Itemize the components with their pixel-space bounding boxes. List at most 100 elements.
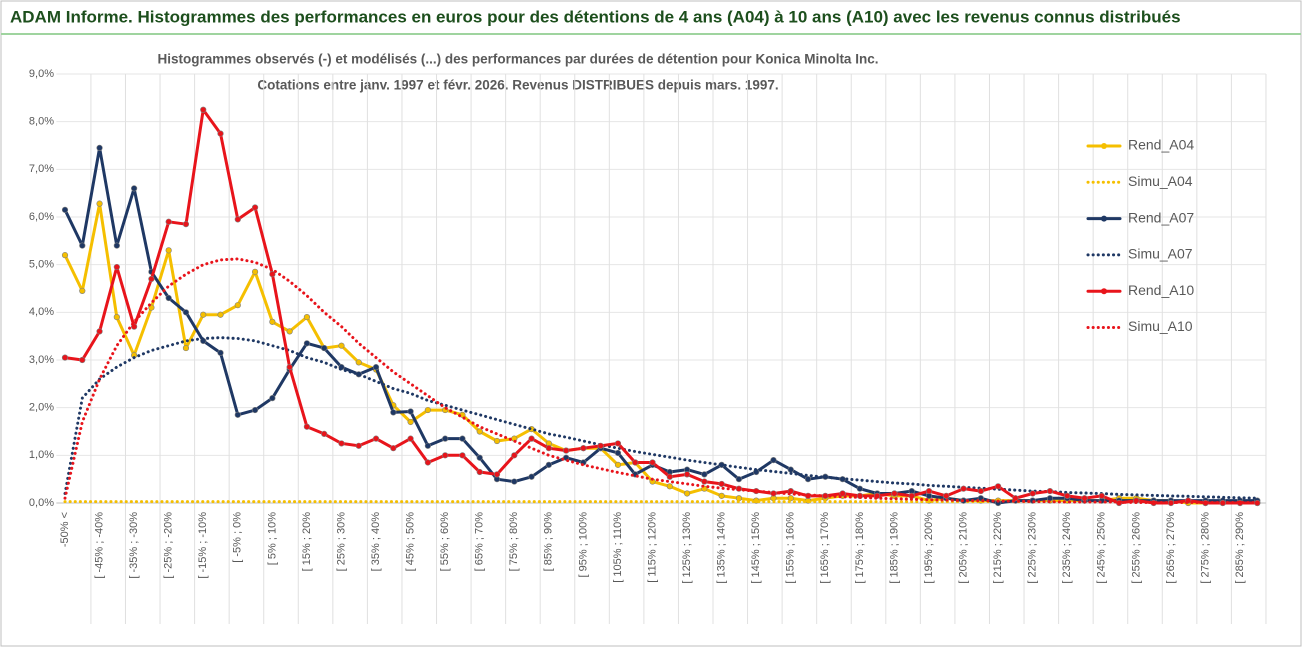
data-point bbox=[683, 490, 691, 497]
data-point bbox=[217, 349, 224, 356]
data-point bbox=[165, 247, 172, 254]
data-point bbox=[234, 302, 241, 309]
x-tick-label: [ 25% ; 30% bbox=[335, 512, 347, 572]
data-point bbox=[459, 435, 466, 442]
data-point bbox=[96, 200, 103, 207]
data-point bbox=[355, 442, 362, 449]
data-point bbox=[614, 440, 622, 447]
y-tick-label: 4,0% bbox=[29, 306, 54, 318]
data-point bbox=[701, 471, 708, 478]
x-tick-label: [ 75% ; 80% bbox=[508, 512, 520, 572]
data-point bbox=[165, 218, 172, 225]
data-point bbox=[321, 344, 328, 352]
data-point bbox=[303, 423, 311, 430]
data-point bbox=[528, 435, 535, 442]
data-point bbox=[1046, 495, 1054, 502]
data-point bbox=[286, 328, 293, 335]
data-point bbox=[355, 359, 362, 366]
data-point bbox=[597, 442, 604, 449]
legend-label: Rend_A07 bbox=[1128, 209, 1194, 225]
data-point bbox=[269, 318, 276, 325]
data-point bbox=[303, 314, 311, 321]
data-point bbox=[493, 471, 501, 478]
data-point bbox=[148, 275, 155, 283]
x-tick-label: [ 65% ; 70% bbox=[474, 512, 486, 572]
chart-title: ADAM Informe. Histogrammes des performan… bbox=[10, 7, 1181, 26]
data-point bbox=[61, 354, 69, 361]
data-point bbox=[787, 466, 794, 473]
x-tick-label: [ 175% ; 180% bbox=[854, 512, 866, 584]
y-tick-label: 2,0% bbox=[29, 402, 54, 414]
legend-label: Simu_A10 bbox=[1128, 318, 1193, 334]
data-point bbox=[614, 461, 622, 468]
legend-label: Simu_A04 bbox=[1128, 173, 1193, 189]
data-point bbox=[735, 495, 743, 502]
data-point bbox=[683, 471, 691, 478]
x-tick-label: [ 145% ; 150% bbox=[750, 512, 762, 584]
data-point bbox=[943, 492, 950, 499]
data-point bbox=[1012, 495, 1019, 502]
data-point bbox=[1098, 492, 1105, 499]
data-point bbox=[787, 495, 794, 502]
data-point bbox=[269, 271, 276, 278]
x-tick-label: [ 235% ; 240% bbox=[1061, 512, 1073, 584]
data-point bbox=[442, 452, 449, 459]
data-point bbox=[493, 437, 501, 445]
x-tick-label: [ 85% ; 90% bbox=[543, 512, 555, 572]
data-point bbox=[338, 440, 345, 447]
x-tick-label: [ 255% ; 260% bbox=[1130, 512, 1142, 584]
data-point bbox=[614, 449, 622, 457]
data-point bbox=[1064, 492, 1071, 499]
data-point bbox=[424, 442, 431, 449]
data-point bbox=[476, 454, 483, 461]
data-point bbox=[804, 476, 812, 483]
data-line bbox=[63, 108, 1259, 505]
y-tick-label: 7,0% bbox=[29, 163, 54, 175]
data-point bbox=[545, 445, 552, 452]
legend-marker bbox=[1101, 143, 1107, 149]
data-point bbox=[1029, 490, 1036, 497]
data-point bbox=[96, 144, 103, 151]
data-point bbox=[251, 204, 259, 211]
y-tick-label: 9,0% bbox=[29, 68, 54, 80]
data-point bbox=[61, 206, 69, 213]
data-point bbox=[891, 490, 898, 497]
data-point bbox=[79, 287, 86, 294]
x-tick-label: [ 15% ; 20% bbox=[301, 512, 313, 572]
data-point bbox=[113, 242, 120, 249]
data-point bbox=[718, 480, 725, 488]
data-point bbox=[79, 356, 86, 364]
legend-label: Simu_A07 bbox=[1128, 246, 1193, 262]
data-point bbox=[528, 473, 535, 480]
data-point bbox=[182, 344, 190, 352]
data-point bbox=[476, 428, 483, 435]
y-tick-label: 8,0% bbox=[29, 116, 54, 128]
data-point bbox=[1254, 499, 1261, 507]
data-point bbox=[251, 406, 259, 414]
x-tick-label: [ 285% ; 290% bbox=[1234, 512, 1246, 584]
data-point bbox=[545, 461, 552, 468]
data-point bbox=[217, 311, 224, 318]
data-point bbox=[476, 468, 483, 476]
y-tick-label: 3,0% bbox=[29, 354, 54, 366]
data-point bbox=[390, 445, 397, 452]
data-point bbox=[165, 294, 172, 302]
y-tick-label: 5,0% bbox=[29, 259, 54, 271]
x-tick-label: [ 215% ; 220% bbox=[992, 512, 1004, 584]
x-tick-label: [ 5% ; 10% bbox=[266, 512, 278, 565]
x-tick-label: [ 165% ; 170% bbox=[819, 512, 831, 584]
data-point bbox=[407, 435, 414, 442]
data-point bbox=[563, 447, 570, 454]
legend-marker bbox=[1101, 288, 1107, 295]
data-point bbox=[960, 485, 967, 492]
x-tick-label: [ 195% ; 200% bbox=[923, 512, 935, 584]
data-point bbox=[770, 457, 777, 464]
data-point bbox=[338, 342, 345, 349]
data-point bbox=[735, 476, 743, 483]
data-point bbox=[234, 411, 241, 418]
data-point bbox=[200, 106, 207, 113]
data-point bbox=[995, 483, 1002, 490]
data-point bbox=[217, 130, 224, 137]
